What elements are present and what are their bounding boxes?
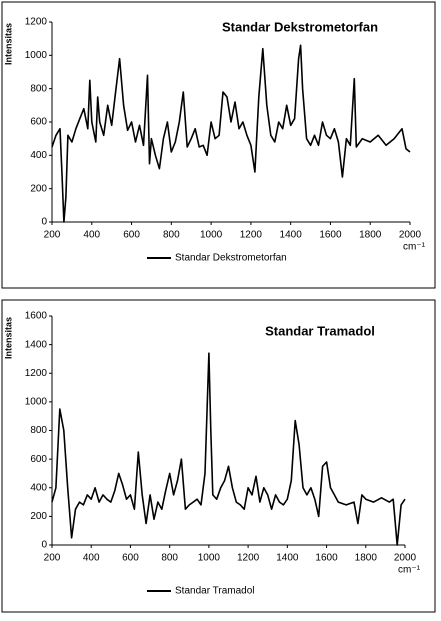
y-tick-label: 200 bbox=[30, 183, 47, 194]
y-tick-label: 400 bbox=[30, 150, 47, 161]
x-tick-label: 2000 bbox=[399, 230, 422, 241]
legend-label: Standar Tramadol bbox=[175, 586, 255, 597]
y-tick-label: 1600 bbox=[25, 311, 48, 322]
y-axis-label: Intensitas bbox=[3, 23, 13, 65]
line-series bbox=[51, 44, 411, 223]
x-axis-label: cm⁻¹ bbox=[398, 565, 421, 576]
x-tick-label: 400 bbox=[83, 230, 100, 241]
x-tick-label: 400 bbox=[83, 553, 100, 564]
chart-frame bbox=[1, 299, 436, 613]
x-tick-label: 1200 bbox=[240, 230, 263, 241]
y-tick-label: 800 bbox=[30, 425, 47, 436]
y-tick-label: 600 bbox=[30, 117, 47, 128]
x-tick-label: 1600 bbox=[315, 553, 338, 564]
x-tick-label: 2000 bbox=[394, 553, 417, 564]
y-tick-label: 1000 bbox=[25, 397, 48, 408]
x-tick-label: 1000 bbox=[200, 230, 223, 241]
x-tick-label: 1400 bbox=[276, 553, 299, 564]
y-axis-label: Intensitas bbox=[3, 317, 13, 359]
legend-label: Standar Dekstrometorfan bbox=[175, 253, 287, 264]
y-tick-label: 1200 bbox=[25, 368, 48, 379]
x-tick-label: 600 bbox=[122, 553, 139, 564]
line-series bbox=[51, 352, 406, 546]
x-tick-label: 1600 bbox=[319, 230, 342, 241]
x-tick-label: 1400 bbox=[280, 230, 303, 241]
y-tick-label: 600 bbox=[30, 454, 47, 465]
x-tick-label: 200 bbox=[44, 230, 61, 241]
x-tick-label: 600 bbox=[123, 230, 140, 241]
y-tick-label: 0 bbox=[41, 540, 47, 551]
x-tick-label: 1800 bbox=[355, 553, 378, 564]
x-tick-label: 800 bbox=[161, 553, 178, 564]
x-tick-label: 1800 bbox=[359, 230, 382, 241]
x-tick-label: 1000 bbox=[198, 553, 221, 564]
chart-frame bbox=[1, 1, 436, 289]
y-tick-label: 1400 bbox=[25, 339, 48, 350]
x-tick-label: 1200 bbox=[237, 553, 260, 564]
x-tick-label: 800 bbox=[163, 230, 180, 241]
x-tick-label: 200 bbox=[44, 553, 61, 564]
y-tick-label: 400 bbox=[30, 482, 47, 493]
y-tick-label: 200 bbox=[30, 511, 47, 522]
chart-title: Standar Dekstrometorfan bbox=[222, 19, 378, 34]
y-tick-label: 0 bbox=[41, 217, 47, 228]
chart-title: Standar Tramadol bbox=[265, 323, 375, 338]
y-tick-label: 800 bbox=[30, 83, 47, 94]
y-tick-label: 1200 bbox=[25, 17, 48, 28]
y-tick-label: 1000 bbox=[25, 50, 48, 61]
x-axis-label: cm⁻¹ bbox=[403, 242, 426, 253]
